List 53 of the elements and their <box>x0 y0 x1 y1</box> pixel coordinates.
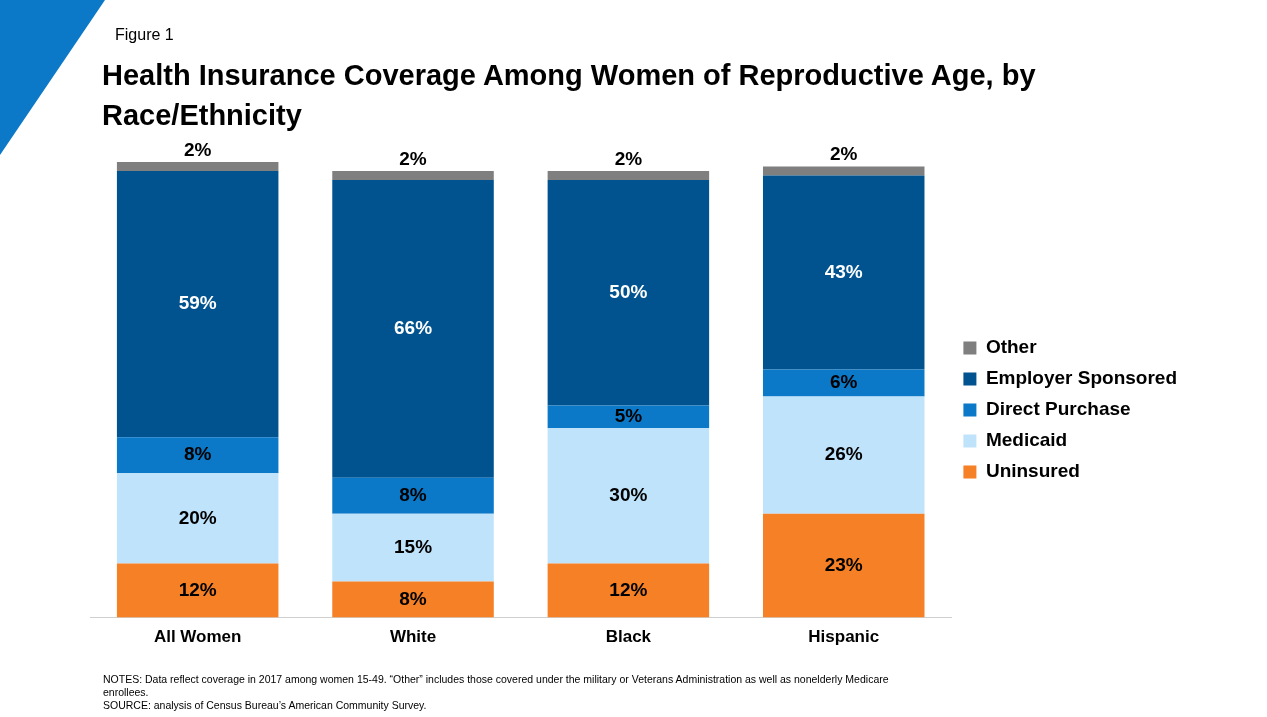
bar <box>547 180 710 406</box>
bar <box>332 171 494 181</box>
bar <box>762 513 925 618</box>
data-label: 15% <box>394 535 433 557</box>
bar <box>116 563 279 618</box>
bar <box>116 162 279 172</box>
source-note: SOURCE: analysis of Census Bureau’s American Community Survey. <box>103 699 428 712</box>
bar <box>547 428 710 564</box>
x-tick-label: All Women <box>153 627 242 647</box>
data-label: 23% <box>824 553 863 575</box>
data-label: 12% <box>609 578 648 600</box>
bar <box>116 473 279 564</box>
x-tick-label: White <box>389 627 437 647</box>
data-label: 8% <box>183 443 212 465</box>
chart-subtitle: Figure 1 <box>115 26 174 44</box>
bar <box>762 369 925 397</box>
bar <box>116 437 279 474</box>
data-label: 50% <box>609 281 648 303</box>
bar <box>547 563 710 618</box>
bar <box>762 175 925 370</box>
x-tick-label: Hispanic <box>808 627 880 647</box>
data-label: 5% <box>614 405 643 427</box>
legend-label: Other <box>985 336 1038 358</box>
bar <box>332 513 494 582</box>
data-label: 8% <box>399 484 427 506</box>
data-label: 43% <box>824 260 863 282</box>
bar <box>332 581 494 618</box>
bar <box>547 405 710 429</box>
data-label: 2% <box>830 143 858 165</box>
data-label: 2% <box>614 147 643 169</box>
chart-title: Health Insurance Coverage Among Women of Reproductive Age, by Race/Ethnicity <box>102 58 1037 133</box>
data-label: 2% <box>183 138 212 160</box>
bar <box>762 396 925 514</box>
data-label: 66% <box>394 317 433 339</box>
text: NOTES: Data reflect coverage in 2017 among women 15-49. “Other” includes those covered under the military or Veterans Administration as well as nonelderly Medicare enrollees. <box>103 673 890 699</box>
data-label: 20% <box>178 506 217 528</box>
bar <box>547 171 710 181</box>
data-label: 12% <box>178 578 217 600</box>
bar <box>116 171 279 438</box>
data-label: 8% <box>399 587 427 609</box>
bar <box>332 180 494 478</box>
legend-label: Medicaid <box>985 429 1068 451</box>
legend-label: Direct Purchase <box>985 398 1131 420</box>
x-tick-label: Black <box>605 627 652 647</box>
bar <box>762 166 925 176</box>
bar <box>332 477 494 514</box>
legend-label: Uninsured <box>985 460 1080 482</box>
data-label: 59% <box>178 292 217 314</box>
legend-label: Employer Sponsored <box>985 367 1178 389</box>
data-label: 26% <box>824 443 863 465</box>
data-label: 6% <box>830 371 858 393</box>
data-label: 30% <box>609 484 648 506</box>
data-label: 2% <box>399 147 427 169</box>
